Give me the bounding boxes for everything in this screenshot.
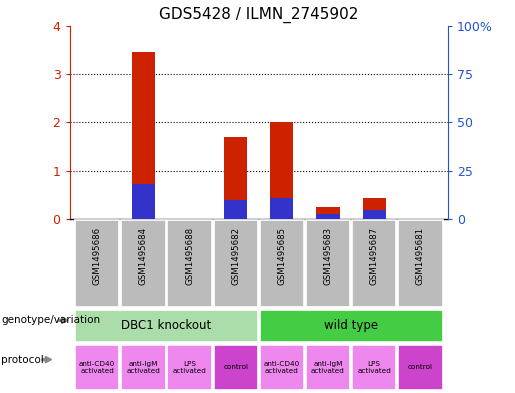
Text: anti-IgM
activated: anti-IgM activated	[311, 361, 345, 374]
Bar	[398, 345, 442, 389]
Bar	[132, 184, 155, 219]
Bar	[260, 310, 442, 342]
Title: GDS5428 / ILMN_2745902: GDS5428 / ILMN_2745902	[159, 7, 358, 23]
Text: protocol: protocol	[1, 354, 44, 365]
Text: control: control	[223, 364, 248, 371]
Bar	[363, 198, 386, 219]
Bar	[398, 220, 442, 307]
Text: control: control	[408, 364, 433, 371]
Bar	[317, 207, 339, 219]
Text: GSM1495684: GSM1495684	[139, 226, 148, 285]
Bar	[132, 52, 155, 219]
Text: GSM1495688: GSM1495688	[185, 226, 194, 285]
Bar	[224, 137, 247, 219]
Bar	[306, 220, 350, 307]
Bar	[75, 345, 119, 389]
Text: anti-CD40
activated: anti-CD40 activated	[264, 361, 300, 374]
Bar	[167, 345, 212, 389]
Text: GSM1495687: GSM1495687	[370, 226, 379, 285]
Bar	[75, 220, 119, 307]
Text: GSM1495681: GSM1495681	[416, 226, 425, 285]
Text: LPS
activated: LPS activated	[173, 361, 207, 374]
Bar	[260, 220, 304, 307]
Bar	[270, 123, 294, 219]
Bar	[121, 220, 165, 307]
Text: GSM1495686: GSM1495686	[93, 226, 102, 285]
Text: GSM1495683: GSM1495683	[323, 226, 333, 285]
Bar	[75, 310, 258, 342]
Bar	[317, 213, 339, 219]
Text: GSM1495685: GSM1495685	[278, 226, 286, 285]
Bar	[121, 345, 165, 389]
Bar	[270, 198, 294, 219]
Text: anti-IgM
activated: anti-IgM activated	[127, 361, 160, 374]
Bar	[260, 345, 304, 389]
Text: GSM1495682: GSM1495682	[231, 226, 240, 285]
Text: genotype/variation: genotype/variation	[1, 315, 100, 325]
Bar	[306, 345, 350, 389]
Bar	[363, 210, 386, 219]
Bar	[224, 200, 247, 219]
Bar	[214, 220, 258, 307]
Text: wild type: wild type	[324, 320, 378, 332]
Bar	[167, 220, 212, 307]
Text: LPS
activated: LPS activated	[357, 361, 391, 374]
Text: anti-CD40
activated: anti-CD40 activated	[79, 361, 115, 374]
Bar	[352, 345, 397, 389]
Bar	[214, 345, 258, 389]
Bar	[352, 220, 397, 307]
Text: DBC1 knockout: DBC1 knockout	[122, 320, 212, 332]
